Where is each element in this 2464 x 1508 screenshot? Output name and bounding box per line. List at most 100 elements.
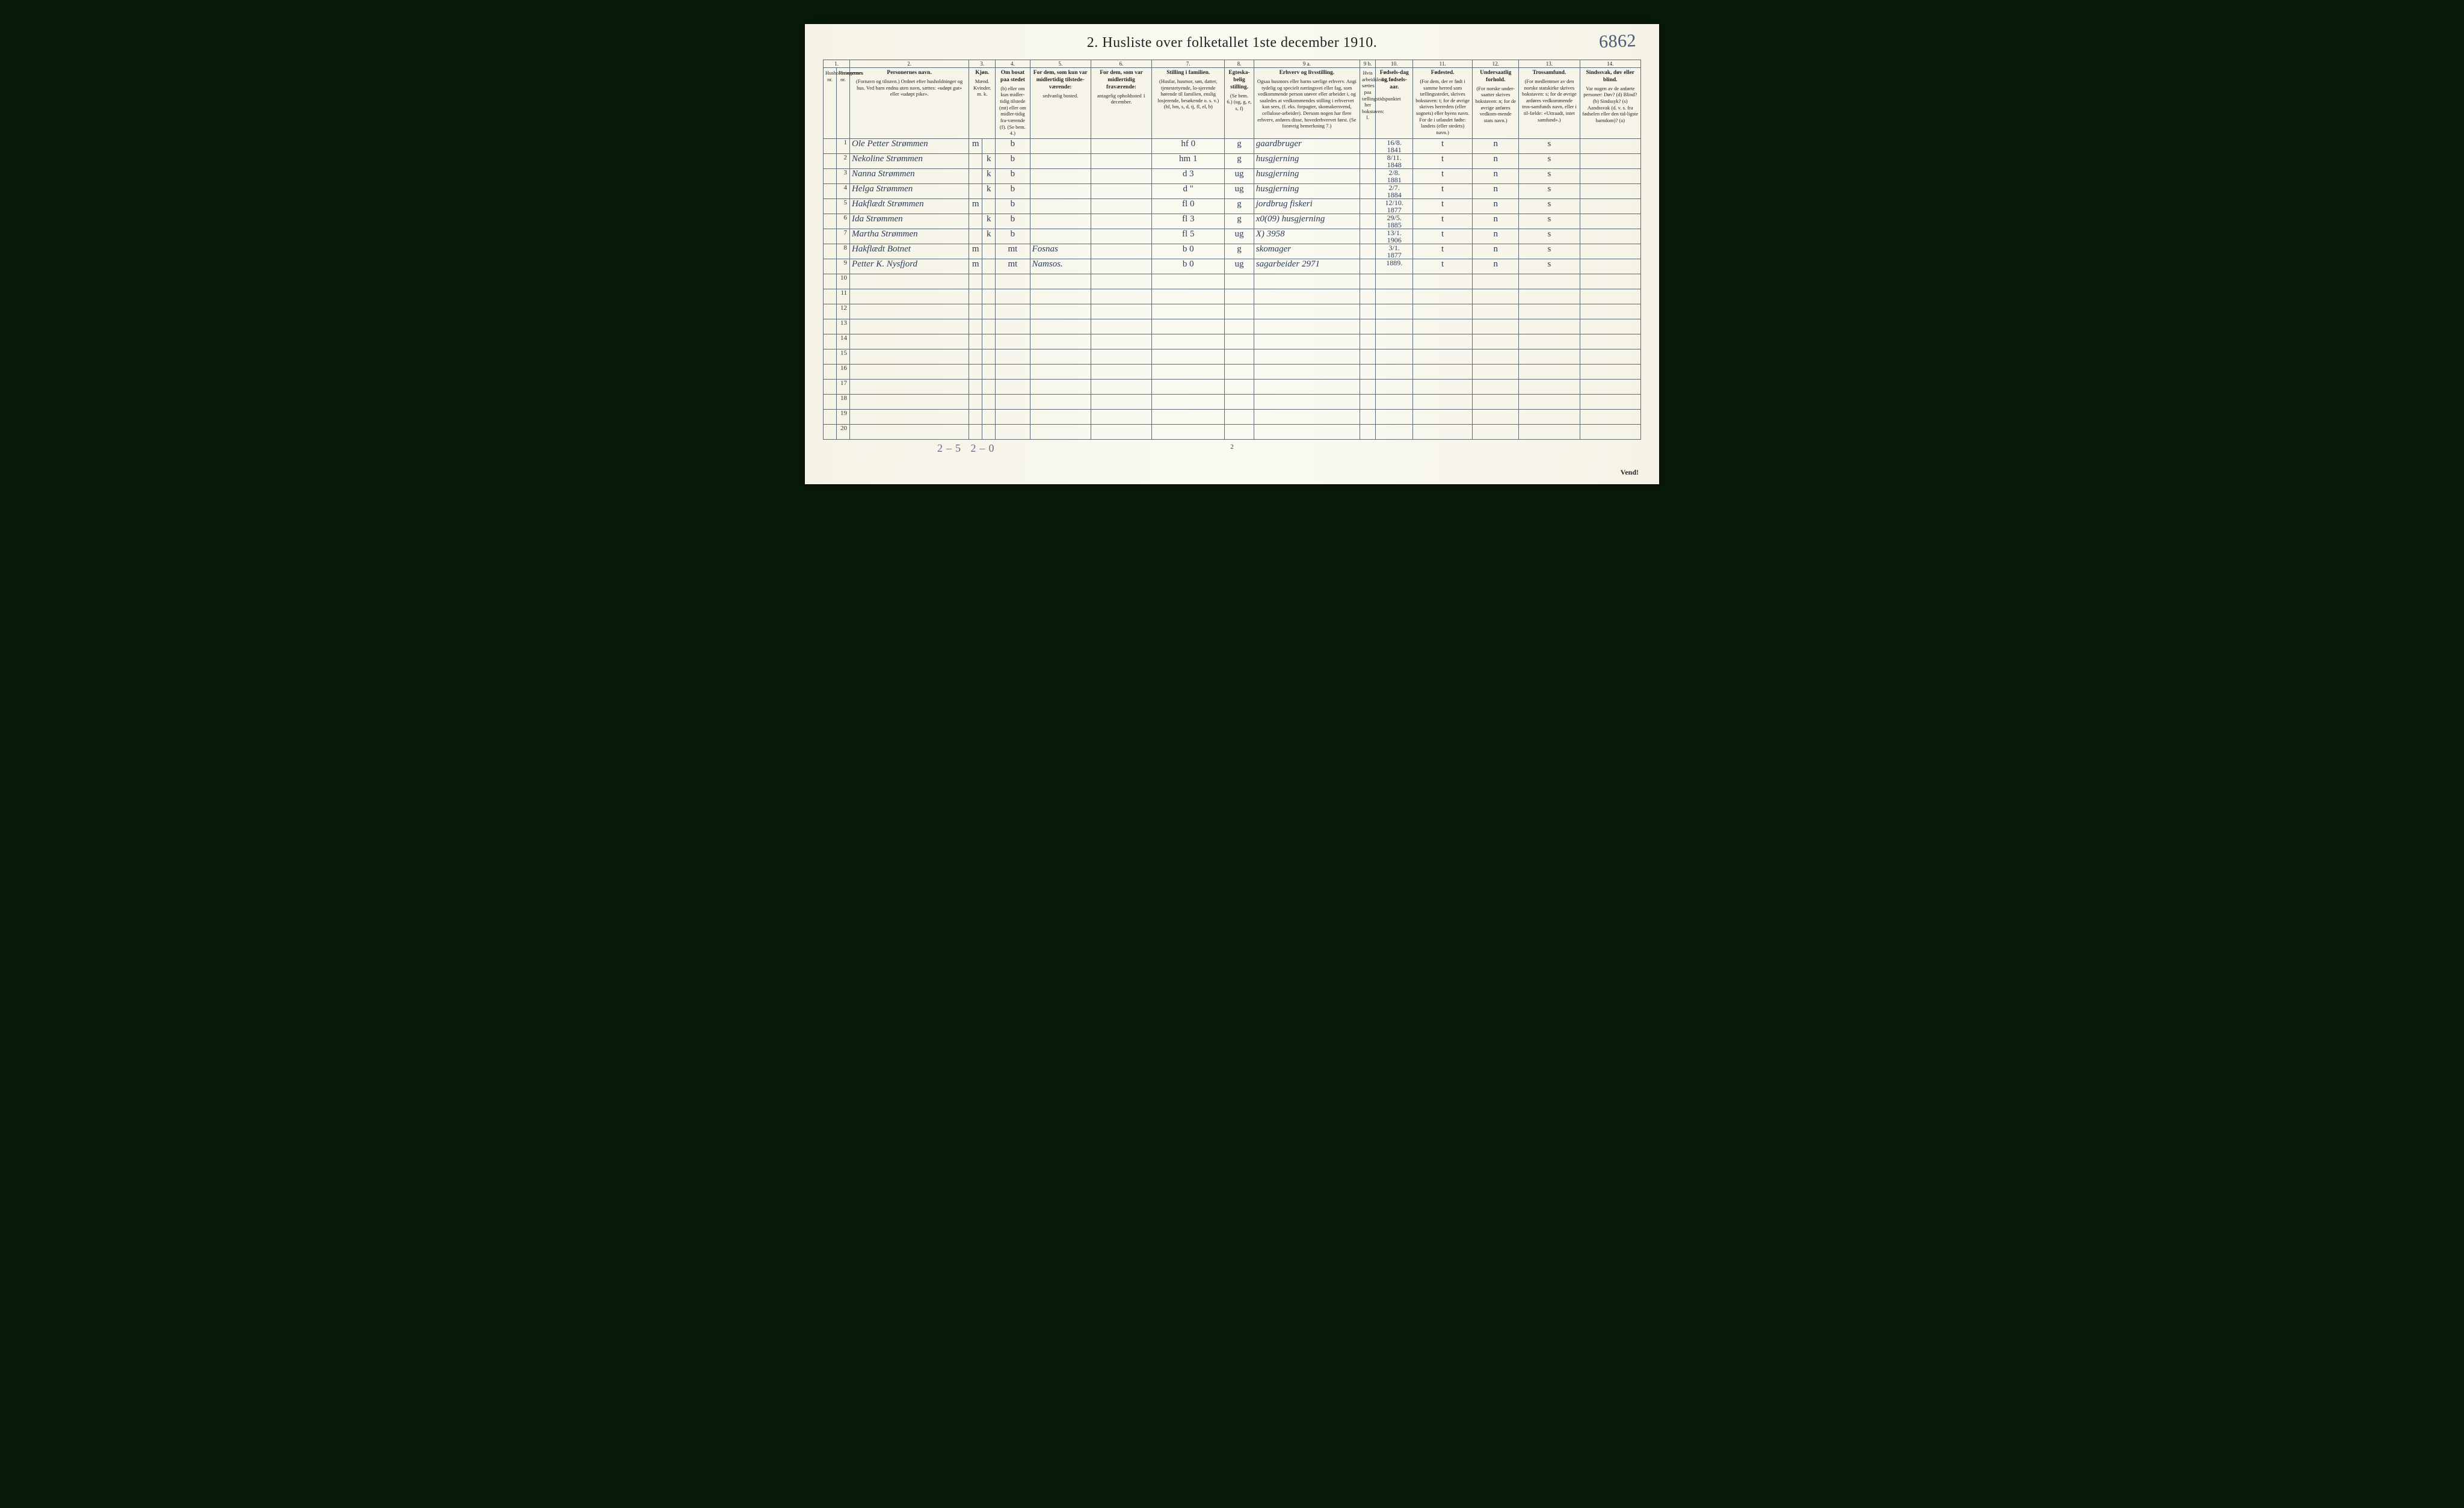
cell-name [850, 334, 969, 349]
cell-birthplace: t [1413, 199, 1473, 214]
page-footer: 2–5 2–0 2 Vend! [823, 442, 1641, 466]
cell-absent-place [1091, 349, 1151, 364]
cell-residence [996, 319, 1030, 334]
cell-household-no [824, 183, 837, 199]
cell-unemployed [1360, 153, 1375, 168]
table-row: 1Ole Petter Strømmenmbhf 0ggaardbruger16… [824, 138, 1641, 153]
head-disability: Sindssvak, døv eller blind. Var nogen av… [1580, 68, 1640, 139]
colnum: 11. [1413, 60, 1473, 68]
cell-sex-m [969, 289, 982, 304]
cell-marital [1225, 289, 1254, 304]
cell-family-pos [1152, 394, 1225, 409]
colnum: 9 a. [1254, 60, 1360, 68]
cell-religion: s [1519, 183, 1580, 199]
cell-religion: s [1519, 153, 1580, 168]
cell-sex-k [982, 379, 996, 394]
cell-disability [1580, 259, 1640, 274]
head-family-pos: Stilling i familien. (Husfar, husmor, sø… [1152, 68, 1225, 139]
cell-sex-m [969, 409, 982, 424]
cell-residence: b [996, 183, 1030, 199]
cell-disability [1580, 153, 1640, 168]
cell-nationality [1473, 379, 1519, 394]
cell-occupation [1254, 319, 1360, 334]
cell-disability [1580, 229, 1640, 244]
table-row: 16 [824, 364, 1641, 379]
colnum: 3. [969, 60, 996, 68]
table-row: 18 [824, 394, 1641, 409]
head-occupation: Erhverv og livsstilling. Ogsaa husmors e… [1254, 68, 1360, 139]
cell-name: Ole Petter Strømmen [850, 138, 969, 153]
cell-birthdate: 13/1.1906 [1376, 229, 1413, 244]
cell-sex-k [982, 334, 996, 349]
cell-person-no: 12 [837, 304, 850, 319]
cell-name [850, 409, 969, 424]
cell-name [850, 364, 969, 379]
cell-unemployed [1360, 289, 1375, 304]
cell-unemployed [1360, 199, 1375, 214]
cell-household-no [824, 153, 837, 168]
cell-unemployed [1360, 334, 1375, 349]
cell-sex-k [982, 199, 996, 214]
cell-household-no [824, 259, 837, 274]
cell-usual-home [1030, 199, 1091, 214]
cell-birthdate [1376, 424, 1413, 439]
colnum: 6. [1091, 60, 1151, 68]
cell-usual-home [1030, 229, 1091, 244]
cell-unemployed [1360, 244, 1375, 259]
cell-household-no [824, 138, 837, 153]
cell-absent-place [1091, 168, 1151, 183]
cell-unemployed [1360, 183, 1375, 199]
cell-absent-place [1091, 394, 1151, 409]
cell-usual-home [1030, 183, 1091, 199]
cell-religion: s [1519, 199, 1580, 214]
cell-disability [1580, 334, 1640, 349]
census-table: 1. 2. 3. 4. 5. 6. 7. 8. 9 a. 9 b. 10. 11… [823, 60, 1641, 440]
cell-religion [1519, 289, 1580, 304]
table-row: 3Nanna Strømmenkbd 3ughusgjerning2/8.188… [824, 168, 1641, 183]
cell-birthdate: 2/8.1881 [1376, 168, 1413, 183]
cell-birthplace: t [1413, 229, 1473, 244]
cell-absent-place [1091, 183, 1151, 199]
cell-sex-k [982, 364, 996, 379]
cell-marital [1225, 394, 1254, 409]
cell-unemployed [1360, 424, 1375, 439]
cell-nationality [1473, 424, 1519, 439]
cell-family-pos [1152, 409, 1225, 424]
cell-family-pos: fl 5 [1152, 229, 1225, 244]
cell-unemployed [1360, 274, 1375, 289]
cell-absent-place [1091, 304, 1151, 319]
cell-sex-k [982, 319, 996, 334]
cell-person-no: 7 [837, 229, 850, 244]
cell-absent-place [1091, 259, 1151, 274]
cell-disability [1580, 214, 1640, 229]
cell-sex-m [969, 349, 982, 364]
cell-birthplace [1413, 394, 1473, 409]
cell-usual-home [1030, 274, 1091, 289]
cell-disability [1580, 424, 1640, 439]
cell-birthdate: 16/8.1841 [1376, 138, 1413, 153]
cell-household-no [824, 409, 837, 424]
table-body: 1Ole Petter Strømmenmbhf 0ggaardbruger16… [824, 138, 1641, 439]
cell-family-pos: hf 0 [1152, 138, 1225, 153]
page-id-handwritten: 6862 [1598, 31, 1636, 52]
cell-sex-m [969, 424, 982, 439]
cell-residence [996, 334, 1030, 349]
cell-family-pos [1152, 379, 1225, 394]
cell-residence [996, 274, 1030, 289]
cell-marital [1225, 349, 1254, 364]
cell-religion: s [1519, 168, 1580, 183]
cell-usual-home [1030, 319, 1091, 334]
cell-occupation: jordbrug fiskeri [1254, 199, 1360, 214]
cell-disability [1580, 304, 1640, 319]
turn-over-label: Vend! [1621, 468, 1639, 477]
table-row: 14 [824, 334, 1641, 349]
cell-absent-place [1091, 229, 1151, 244]
table-row: 11 [824, 289, 1641, 304]
cell-unemployed [1360, 394, 1375, 409]
cell-disability [1580, 409, 1640, 424]
cell-residence [996, 409, 1030, 424]
cell-residence: b [996, 199, 1030, 214]
cell-nationality [1473, 409, 1519, 424]
cell-disability [1580, 349, 1640, 364]
cell-unemployed [1360, 304, 1375, 319]
